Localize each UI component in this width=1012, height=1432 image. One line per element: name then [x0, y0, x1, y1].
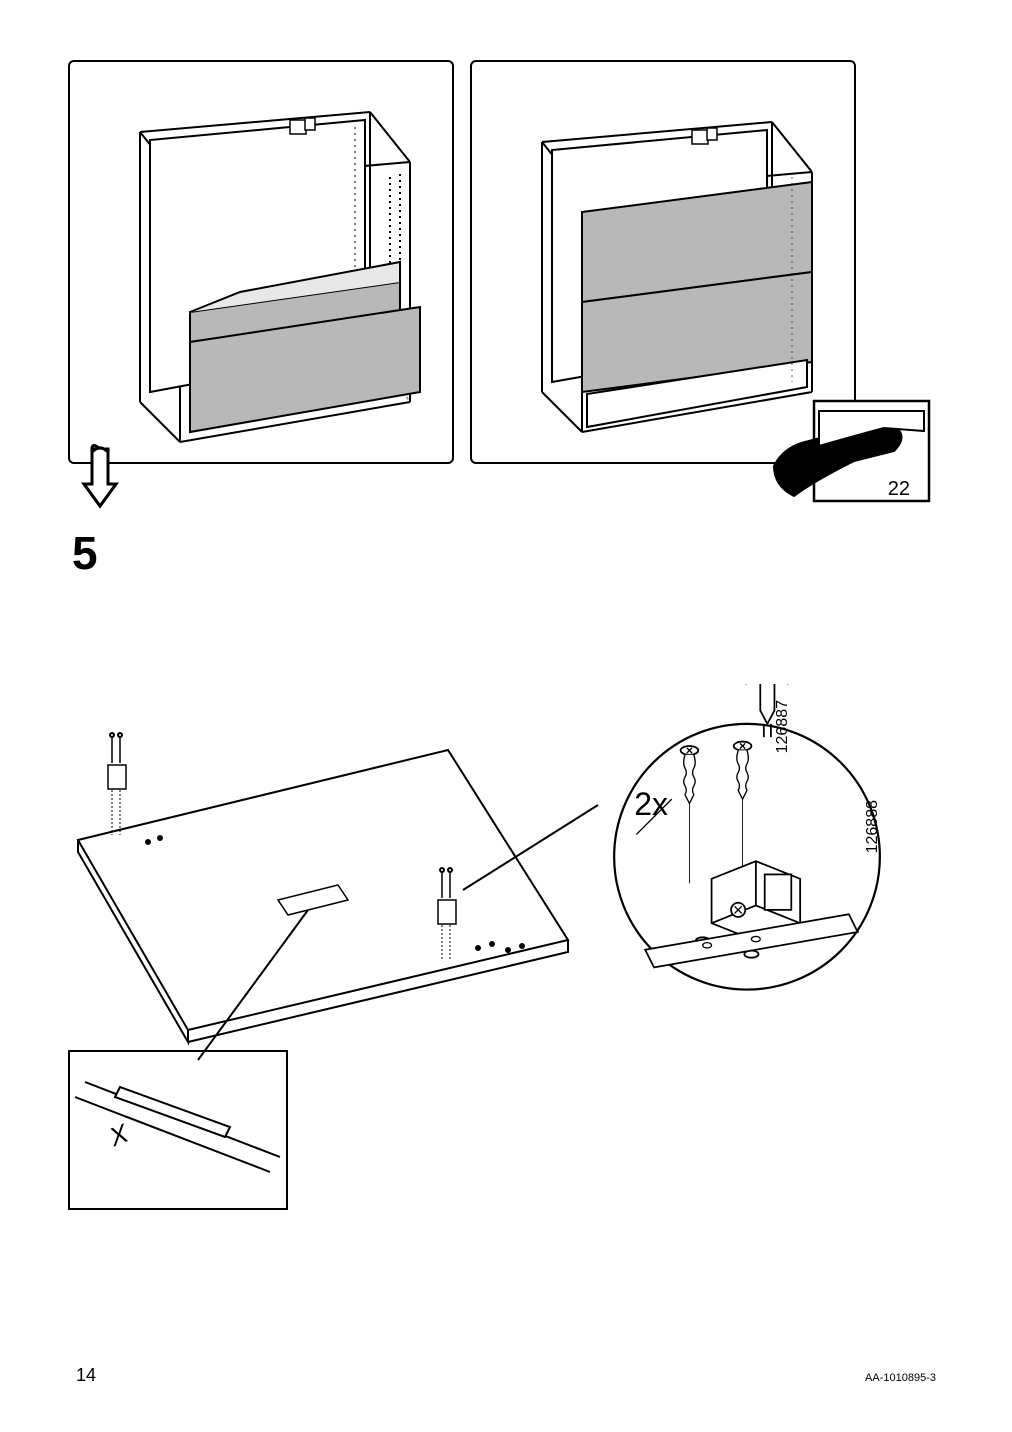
step-number: 5	[72, 526, 98, 580]
part-number-bracket: 126888	[864, 800, 882, 853]
quantity-label: 2x	[634, 786, 668, 823]
booklet-page-ref: 22	[888, 478, 910, 501]
part-number-screw: 126887	[774, 700, 792, 753]
cabinet-open-drawing	[90, 82, 436, 446]
detail-slot-drawing	[70, 1052, 286, 1208]
page-number: 14	[76, 1365, 96, 1386]
panel-cabinet-open	[68, 60, 454, 464]
cabinet-closed-drawing	[492, 82, 838, 446]
document-id: AA-1010895-3	[865, 1372, 936, 1384]
sequence-arrow-icon	[80, 444, 120, 514]
detail-box-slot	[68, 1050, 288, 1210]
detail-circle-bracket	[592, 684, 902, 994]
